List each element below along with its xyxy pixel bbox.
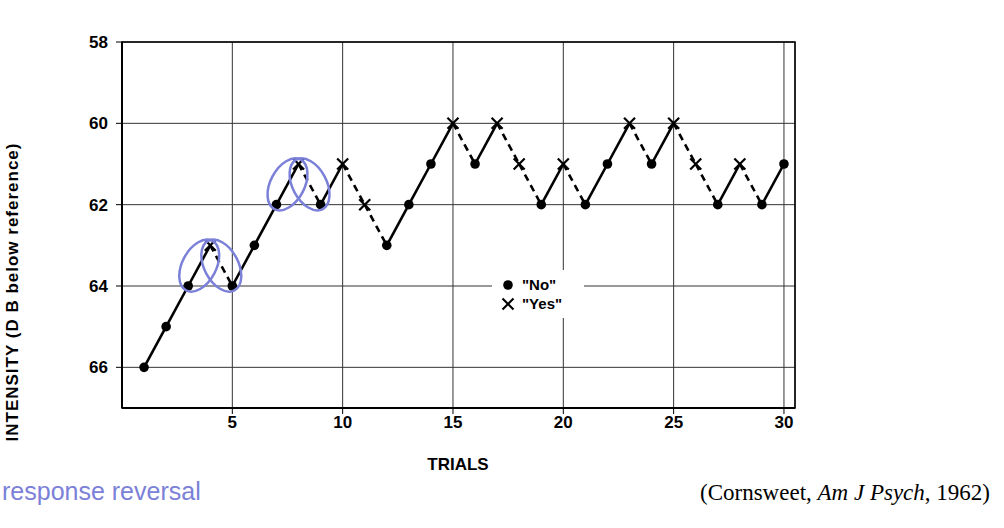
svg-text:25: 25 <box>664 413 683 432</box>
svg-text:30: 30 <box>775 413 794 432</box>
svg-text:10: 10 <box>333 413 352 432</box>
svg-text:5: 5 <box>228 413 237 432</box>
svg-text:TRIALS: TRIALS <box>427 455 488 474</box>
svg-text:60: 60 <box>89 114 108 133</box>
svg-text:(Cornsweet, Am J Psych, 1962): (Cornsweet, Am J Psych, 1962) <box>700 480 990 505</box>
svg-text:15: 15 <box>444 413 463 432</box>
svg-text:response reversal: response reversal <box>8 477 201 505</box>
svg-text:"Yes": "Yes" <box>522 295 562 312</box>
svg-text:20: 20 <box>554 413 573 432</box>
svg-text:"No": "No" <box>522 276 556 293</box>
svg-text:62: 62 <box>89 196 108 215</box>
svg-text:58: 58 <box>89 33 108 52</box>
svg-text:INTENSITY (D B below reference: INTENSITY (D B below reference) <box>8 143 22 442</box>
svg-text:64: 64 <box>89 277 108 296</box>
svg-text:66: 66 <box>89 358 108 377</box>
